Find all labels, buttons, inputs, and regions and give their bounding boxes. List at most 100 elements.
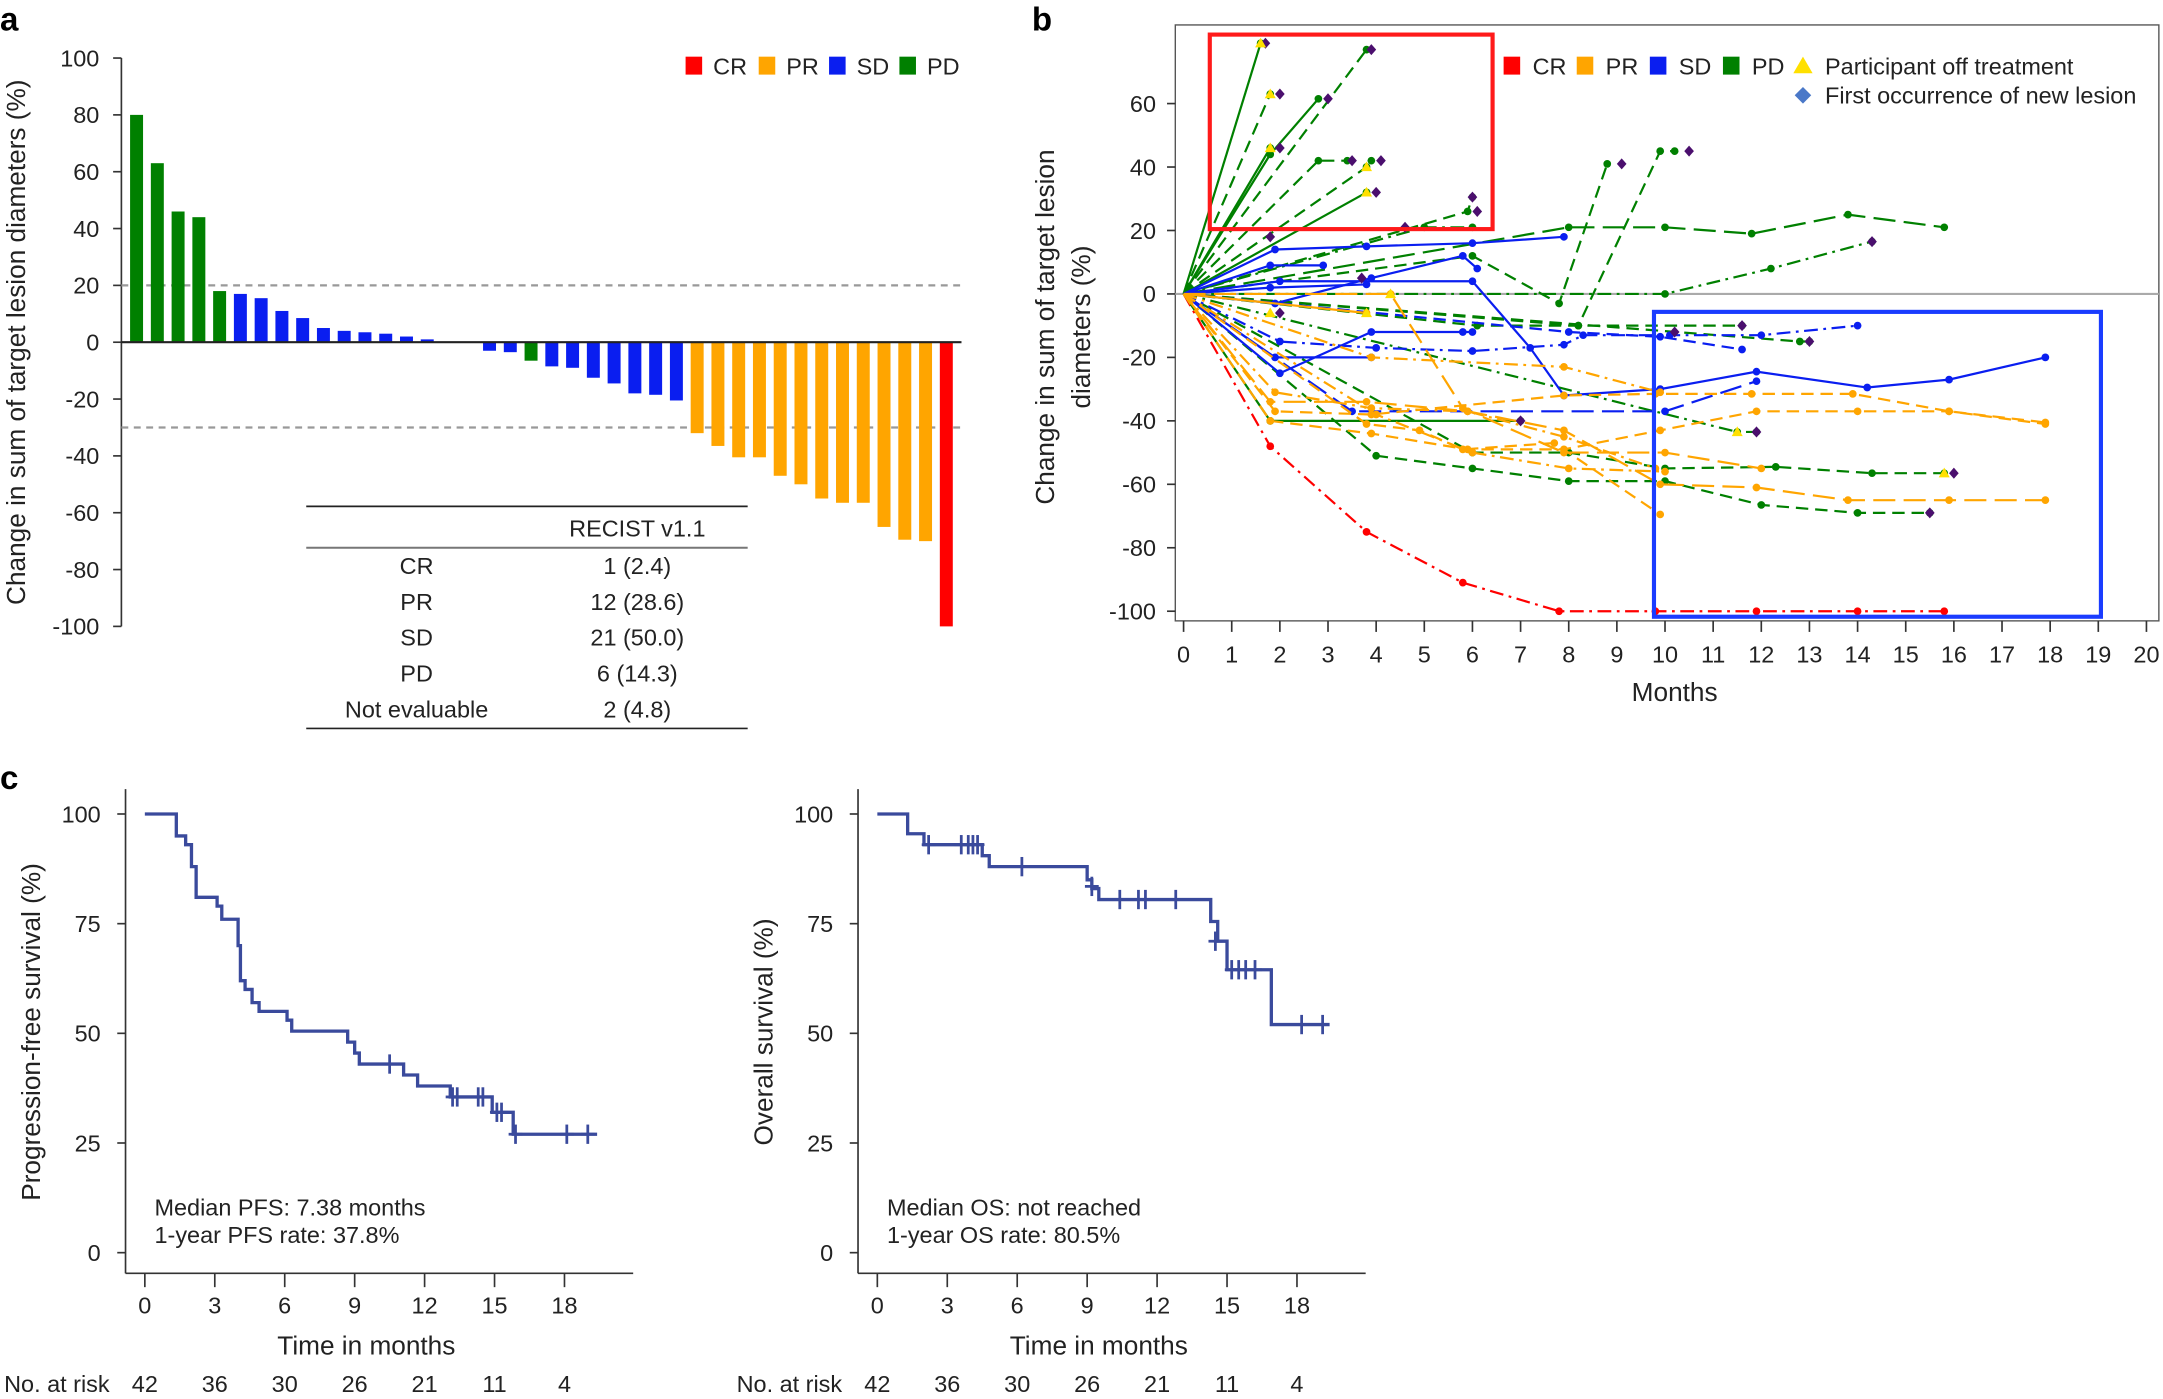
- data-point-PD: [1463, 207, 1472, 216]
- x-tick-label: 15: [481, 1292, 507, 1318]
- off-treatment-marker: [1385, 288, 1397, 299]
- x-tick-label: 12: [1144, 1292, 1170, 1318]
- series-group: [1182, 37, 2050, 616]
- table-row-label: Not evaluable: [345, 696, 488, 722]
- data-point-SD: [1271, 353, 1279, 362]
- data-point-PR: [1266, 416, 1275, 425]
- data-point-SD: [1468, 328, 1477, 336]
- table-row-value: 12 (28.6): [590, 589, 684, 615]
- data-point-PR: [1853, 407, 1862, 416]
- highlight-box-red: [1207, 32, 1495, 232]
- data-point-PD: [1372, 451, 1381, 460]
- y-tick-label: 25: [807, 1130, 833, 1156]
- data-point-PD: [1555, 299, 1563, 308]
- bar-PR: [815, 342, 829, 499]
- data-point-CR: [1853, 607, 1862, 616]
- data-point-CR: [1752, 607, 1761, 616]
- new-lesion-marker: [1669, 326, 1680, 338]
- data-point-PR: [1656, 388, 1665, 397]
- y-tick-label: 100: [794, 801, 833, 827]
- table-header: RECIST v1.1: [569, 516, 705, 542]
- data-point-PD: [1844, 210, 1852, 219]
- x-tick-label: 7: [1514, 641, 1527, 667]
- data-point-PR: [1656, 510, 1665, 519]
- legend-label-SD: SD: [857, 54, 890, 80]
- data-point-PR: [1362, 397, 1371, 406]
- os-km-plot: 100 75 50 25 0 0 42 3 36 6 30 9 26 12 21 15 11 18 4 No. at …: [737, 789, 1366, 1397]
- data-point-CR: [1555, 607, 1563, 616]
- bar-PR: [690, 342, 704, 434]
- bar-PR: [856, 342, 870, 503]
- new-lesion-marker: [1356, 272, 1367, 284]
- bar-SD: [316, 328, 330, 343]
- bar-PD: [150, 163, 164, 343]
- off-treatment-marker: [1264, 88, 1276, 99]
- x-tick-label: 15: [1893, 641, 1919, 667]
- data-point-PR: [1747, 390, 1756, 398]
- data-point-PD: [1795, 337, 1804, 346]
- y-tick-label: -60: [65, 500, 99, 526]
- bar-SD: [566, 342, 580, 368]
- data-point-PR: [1752, 407, 1761, 416]
- off-treatment-marker: [1938, 467, 1950, 478]
- new-lesion-marker: [1275, 88, 1285, 100]
- x-tick-label: 6: [1466, 641, 1479, 667]
- at-risk-count: 4: [1290, 1371, 1303, 1397]
- bar-SD: [669, 342, 683, 401]
- panel-label-c: c: [0, 760, 18, 797]
- legend-label-new-lesion: First occurrence of new lesion: [1825, 83, 2136, 109]
- bar-SD: [379, 333, 393, 343]
- at-risk-count: 11: [1215, 1371, 1239, 1397]
- data-point-SD: [1564, 328, 1573, 336]
- data-point-SD: [1560, 232, 1568, 241]
- data-point-PD: [1661, 290, 1669, 298]
- bar-SD: [649, 342, 663, 395]
- data-point-SD: [1752, 377, 1761, 386]
- data-point-PR: [1367, 429, 1376, 438]
- y-tick-label: -80: [1122, 535, 1156, 561]
- data-point-PR: [1560, 426, 1568, 435]
- data-point-PD: [1868, 469, 1876, 478]
- series-line-PR: [1182, 293, 2046, 502]
- at-risk-label: No. at risk: [4, 1371, 110, 1397]
- table-row-label: CR: [400, 553, 434, 579]
- data-point-SD: [1468, 239, 1477, 248]
- data-point-PR: [1560, 363, 1568, 371]
- annotation: 1-year PFS rate: 37.8%: [155, 1222, 400, 1248]
- x-tick-label: 10: [1652, 641, 1678, 667]
- bar-PR: [794, 342, 808, 485]
- series-line-PD: [1183, 213, 1945, 296]
- data-point-SD: [1579, 331, 1588, 340]
- data-point-PR: [1661, 448, 1669, 457]
- data-point-PD: [1468, 252, 1477, 260]
- data-point-SD: [1367, 328, 1376, 336]
- series-line-PR: [1183, 292, 1367, 315]
- bar-SD: [399, 336, 413, 343]
- x-tick-label: 4: [1370, 641, 1383, 667]
- at-risk-count: 21: [412, 1371, 438, 1397]
- series-line-CR: [1182, 293, 1945, 613]
- x-tick-label: 11: [1701, 641, 1725, 667]
- data-point-SD: [1276, 277, 1284, 286]
- y-tick-label: 80: [73, 102, 99, 128]
- series-line-PD: [1182, 293, 1930, 514]
- bar-PR: [711, 342, 725, 446]
- data-point-PR: [1848, 390, 1857, 398]
- x-tick-label: 9: [348, 1292, 361, 1318]
- data-point-PR: [1372, 410, 1381, 419]
- bar-SD: [420, 339, 434, 343]
- series-line-PD: [1183, 163, 1609, 306]
- series-line-PD: [1183, 226, 1473, 296]
- survival-curve: [877, 812, 1330, 1027]
- legend-swatch-SD: [829, 56, 846, 75]
- bar-CR: [939, 342, 953, 627]
- y-tick-label: -60: [1122, 472, 1156, 498]
- data-point-PR: [1560, 432, 1568, 441]
- legend-label-PR: PR: [1606, 54, 1639, 80]
- legend-diamond-icon: [1794, 87, 1812, 104]
- bar-SD: [337, 330, 351, 343]
- bar-SD: [607, 342, 621, 384]
- at-risk-count: 36: [934, 1371, 960, 1397]
- at-risk-count: 36: [202, 1371, 228, 1397]
